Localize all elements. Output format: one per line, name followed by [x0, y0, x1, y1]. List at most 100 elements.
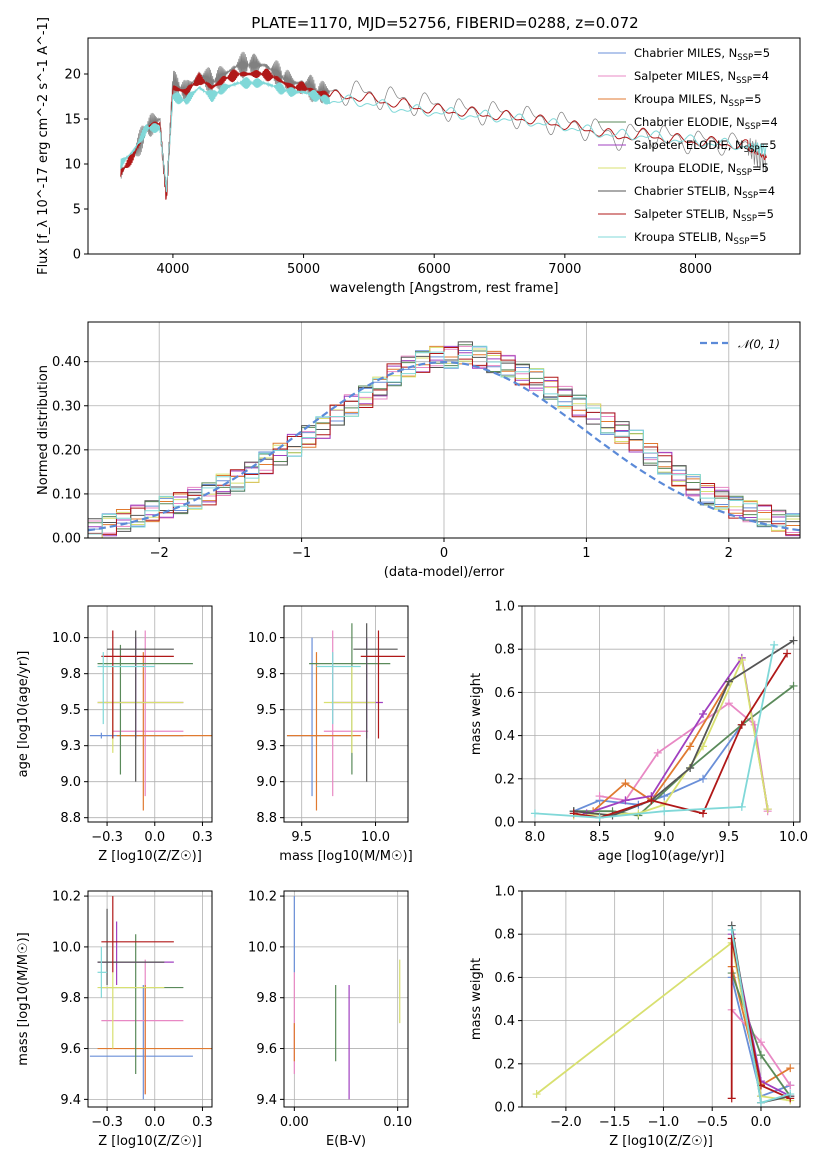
data-point-marker: [595, 813, 604, 822]
y-tick-label: 1.0: [494, 885, 515, 900]
x-tick-label: 8000: [679, 262, 712, 277]
plot-area: [89, 630, 212, 811]
plot-area: [286, 623, 406, 811]
data-point-marker: [653, 748, 662, 757]
x-tick-label: −1: [292, 546, 311, 561]
legend-entry: Chabrier STELIB, NSSP=4: [634, 184, 775, 201]
chart-weight-vs-age: 8.0 8.5 9.0 9.5 10.0 0.0 0.2 0.4 0.6 0.8 1.0 age [l…: [469, 600, 808, 865]
axes-frame: [87, 37, 801, 255]
y-tick-label: 9.8: [256, 991, 277, 1006]
histogram-step: [88, 346, 800, 536]
x-tick-label: −1.5: [599, 1115, 631, 1130]
x-tick-label: 9.5: [719, 830, 740, 845]
data-point-marker: [737, 656, 746, 664]
series-line: [573, 639, 794, 817]
y-axis-label: Normed distribution: [36, 365, 51, 495]
series-line: [573, 656, 769, 817]
y-tick-label: 0.8: [494, 928, 515, 943]
y-tick-label: 8.8: [256, 811, 277, 826]
data-point-marker: [763, 805, 772, 814]
x-tick-label: 1: [582, 546, 590, 561]
y-tick-label: 10.0: [52, 631, 81, 646]
data-point-marker: [621, 796, 630, 805]
data-point-marker: [727, 1094, 736, 1103]
y-tick-label: 10.0: [248, 631, 277, 646]
y-tick-label: 0.2: [494, 1057, 515, 1072]
x-axis-label: Z [log10(Z/Z☉)]: [609, 1134, 713, 1149]
data-point-marker: [727, 925, 736, 934]
axes-frame: [283, 605, 409, 823]
axes-frame: [521, 605, 801, 823]
y-tick-label: 9.0: [256, 775, 277, 790]
data-point-marker: [686, 742, 695, 751]
y-tick-label: 0.20: [52, 443, 81, 458]
x-tick-label: −0.3: [91, 1115, 123, 1130]
chart-age-vs-mass: 9.5 10.0 8.8 9.0 9.3 9.5 9.8 10.0 mass [log10(M/…: [248, 605, 413, 864]
plot-area: [88, 341, 800, 538]
x-tick-label: 0.00: [280, 1115, 309, 1130]
plot-area: [89, 896, 212, 1100]
y-tick-label: 9.0: [60, 775, 81, 790]
x-tick-label: 2: [725, 546, 733, 561]
y-tick-label: 10: [64, 158, 81, 173]
x-tick-label: −1.0: [648, 1115, 680, 1130]
x-tick-label: 0.0: [144, 830, 165, 845]
x-tick-label: 0.10: [383, 1115, 412, 1130]
chart-weight-vs-Z: −2.0 −1.5 −1.0 −0.5 0.0 0.0 0.2 0.4 0.6 0.8 1.0 Z […: [469, 885, 801, 1149]
figure-title: PLATE=1170, MJD=52756, FIBERID=0288, z=0…: [251, 14, 638, 32]
data-point-marker: [660, 792, 669, 801]
legend-entry: Kroupa MILES, NSSP=5: [634, 92, 761, 109]
x-tick-label: 7000: [548, 262, 581, 277]
y-tick-label: 5: [73, 203, 81, 218]
y-tick-label: 10.0: [248, 940, 277, 955]
x-tick-label: 0.0: [751, 1115, 772, 1130]
y-tick-label: 0.8: [494, 643, 515, 658]
y-tick-label: 9.5: [60, 703, 81, 718]
histogram-step: [88, 345, 800, 535]
y-tick-label: 0.0: [494, 1101, 515, 1116]
series-line: [599, 702, 769, 812]
data-point-marker: [737, 802, 746, 811]
data-point-marker: [595, 792, 604, 801]
y-tick-label: 9.6: [256, 1042, 277, 1057]
x-tick-label: −0.3: [91, 830, 123, 845]
legend-entry: 𝒩(0, 1): [738, 337, 780, 351]
plot-area: [530, 636, 798, 822]
data-point-marker: [699, 774, 708, 783]
data-point-marker: [699, 809, 708, 818]
axes-frame: [283, 890, 409, 1108]
data-point-marker: [786, 1081, 795, 1090]
data-point-marker: [789, 681, 798, 690]
y-tick-label: 0.00: [52, 532, 81, 547]
x-axis-label: (data-model)/error: [384, 565, 505, 580]
y-axis-label: mass [log10(M/M☉)]: [16, 932, 31, 1065]
x-tick-label: 8.0: [525, 830, 546, 845]
y-tick-label: 9.5: [256, 703, 277, 718]
y-tick-label: 0: [73, 248, 81, 263]
y-tick-label: 0.0: [494, 816, 515, 831]
x-tick-label: 10.0: [361, 830, 390, 845]
data-point-marker: [786, 1090, 795, 1099]
x-tick-label: −0.5: [696, 1115, 728, 1130]
x-tick-label: −2: [150, 546, 169, 561]
data-point-marker: [727, 934, 736, 943]
series-line-model: [120, 68, 767, 200]
y-tick-label: 10.0: [52, 940, 81, 955]
x-axis-label: wavelength [Angstrom, rest frame]: [330, 281, 559, 296]
y-tick-label: 20: [64, 68, 81, 83]
y-tick-label: 0.40: [52, 355, 81, 370]
chart-mass-vs-Z: −0.3 0.0 0.3 9.4 9.6 9.8 10.0 10.2 Z [log10(Z/Z☉…: [16, 890, 213, 1149]
legend-entry: Chabrier ELODIE, NSSP=4: [634, 115, 778, 132]
gaussian-reference-curve: [88, 360, 800, 532]
x-axis-label: Z [log10(Z/Z☉)]: [98, 849, 202, 864]
y-tick-label: 9.6: [60, 1042, 81, 1057]
data-point-marker: [686, 764, 695, 772]
y-tick-label: 1.0: [494, 600, 515, 615]
legend-entry: Salpeter ELODIE, NSSP=5: [634, 138, 777, 155]
data-point-marker: [660, 807, 669, 816]
y-axis-label: Flux [f_λ 10^-17 erg cm^-2 s^-1 A^-1]: [36, 17, 51, 275]
chart-residuals: 𝒩(0, 1) −2 −1 0 1 2 0.00 0.10 0.20 0.30 0.40 (data-…: [36, 321, 801, 580]
y-tick-label: 10.2: [248, 890, 277, 905]
legend-entry: Salpeter STELIB, NSSP=5: [634, 207, 774, 224]
